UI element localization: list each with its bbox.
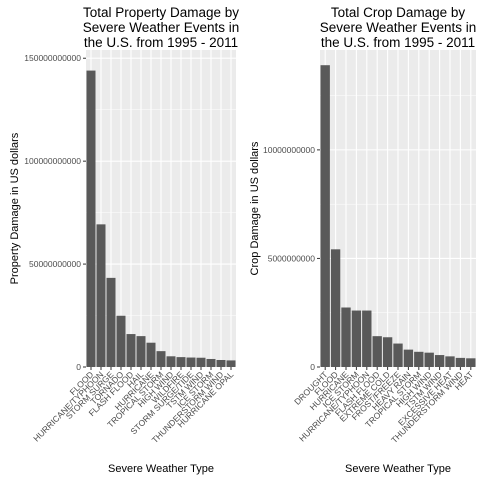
bar-7 [382,337,393,367]
bar-10 [176,357,186,367]
bar-5 [126,334,136,367]
bar-14 [216,360,226,367]
y-tick-label: 10000000000 [263,145,315,155]
y-tick-label: 150000000000 [24,53,81,63]
bar-14 [455,357,466,367]
bar-15 [226,360,236,367]
bar-11 [424,352,434,367]
chart-title-line: Total Property Damage by [83,5,239,20]
bar-4 [351,310,362,367]
bar-7 [146,342,156,367]
bar-2 [330,249,341,367]
bar-8 [393,343,403,367]
bar-10 [414,351,424,367]
bar-6 [372,336,382,367]
bar-1 [320,65,330,367]
bar-4 [116,315,126,367]
bar-3 [341,307,351,367]
y-axis-title: Property Damage in US dollars [9,132,21,284]
bar-12 [196,357,206,367]
bar-2 [96,224,106,367]
bar-9 [166,356,176,367]
y-tick-label: 5000000000 [268,253,316,263]
bar-11 [186,357,196,367]
bar-6 [136,336,146,367]
bar-13 [206,358,216,367]
y-tick-label: 50000000000 [29,259,81,269]
bar-5 [362,310,372,367]
chart-panel-1: 050000000000100000000000150000000000FLOO… [9,5,239,475]
y-axis-title: Crop Damage in US dollars [249,141,261,275]
y-tick-label: 0 [76,362,81,372]
bar-13 [445,356,455,367]
bar-15 [466,358,476,367]
chart-panel-2: 0500000000010000000000DROUGHTFLOODHURRIC… [249,5,476,475]
y-tick-label: 100000000000 [24,156,81,166]
chart-title-line: Total Crop Damage by [331,5,466,20]
bar-3 [106,277,116,367]
x-axis-title: Severe Weather Type [108,463,214,475]
bar-12 [434,355,445,367]
x-axis-title: Severe Weather Type [345,463,451,475]
y-tick-label: 0 [310,362,315,372]
bar-1 [86,70,96,368]
chart-title-line: Severe Weather Events in [83,20,240,35]
chart-title-line: the U.S. from 1995 - 2011 [84,35,238,50]
chart-title-line: the U.S. from 1995 - 2011 [321,35,475,50]
bar-9 [403,349,414,367]
chart-title-line: Severe Weather Events in [320,20,477,35]
bar-8 [156,351,166,367]
